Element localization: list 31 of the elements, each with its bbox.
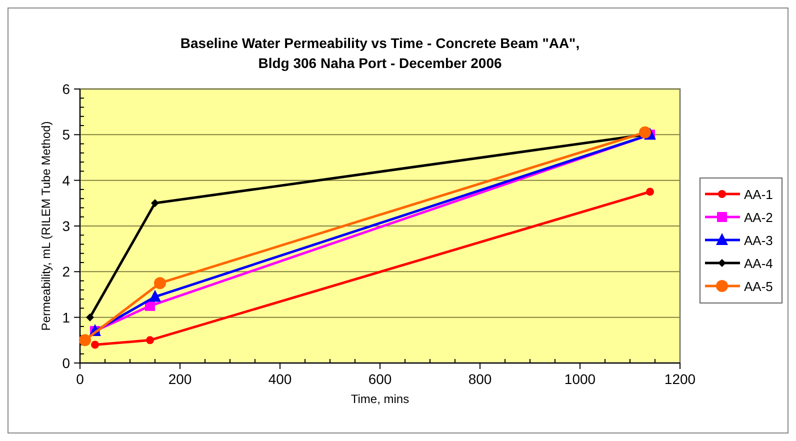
y-axis-title: Permeability, mL (RILEM Tube Method) xyxy=(39,121,53,331)
point xyxy=(151,199,159,208)
point xyxy=(639,126,651,138)
point xyxy=(646,188,654,196)
y-tick-label: 6 xyxy=(62,81,70,97)
y-tick-label: 0 xyxy=(62,355,70,371)
point xyxy=(149,290,161,302)
legend-label: AA-3 xyxy=(744,233,773,248)
chart-title: Baseline Water Permeability vs Time - Concrete Beam "AA", Bldg 306 Naha Port - December 2006 xyxy=(180,35,580,71)
y-tick-label: 3 xyxy=(62,218,70,234)
y-tick-label: 1 xyxy=(62,309,70,326)
legend-label: AA-5 xyxy=(744,279,773,294)
y-tick-label: 4 xyxy=(62,172,70,188)
y-tick-label: 5 xyxy=(62,126,70,143)
legend-label: AA-1 xyxy=(744,187,773,202)
point xyxy=(154,277,166,290)
x-tick-label: 1000 xyxy=(564,371,596,387)
point xyxy=(86,313,94,322)
x-tick-label: 200 xyxy=(168,371,192,387)
x-tick-label: 800 xyxy=(468,371,492,387)
point xyxy=(91,340,99,349)
legend-label: AA-2 xyxy=(744,210,773,225)
x-tick-label: 0 xyxy=(76,371,84,387)
legend-label: AA-4 xyxy=(744,256,773,271)
x-axis-title: Time, mins xyxy=(350,392,410,406)
x-tick-label: 1200 xyxy=(664,371,696,387)
point xyxy=(146,336,154,344)
x-tick-label: 400 xyxy=(268,371,292,387)
x-tick-label: 600 xyxy=(368,371,392,387)
y-tick-label: 2 xyxy=(62,264,70,280)
point xyxy=(79,334,91,346)
